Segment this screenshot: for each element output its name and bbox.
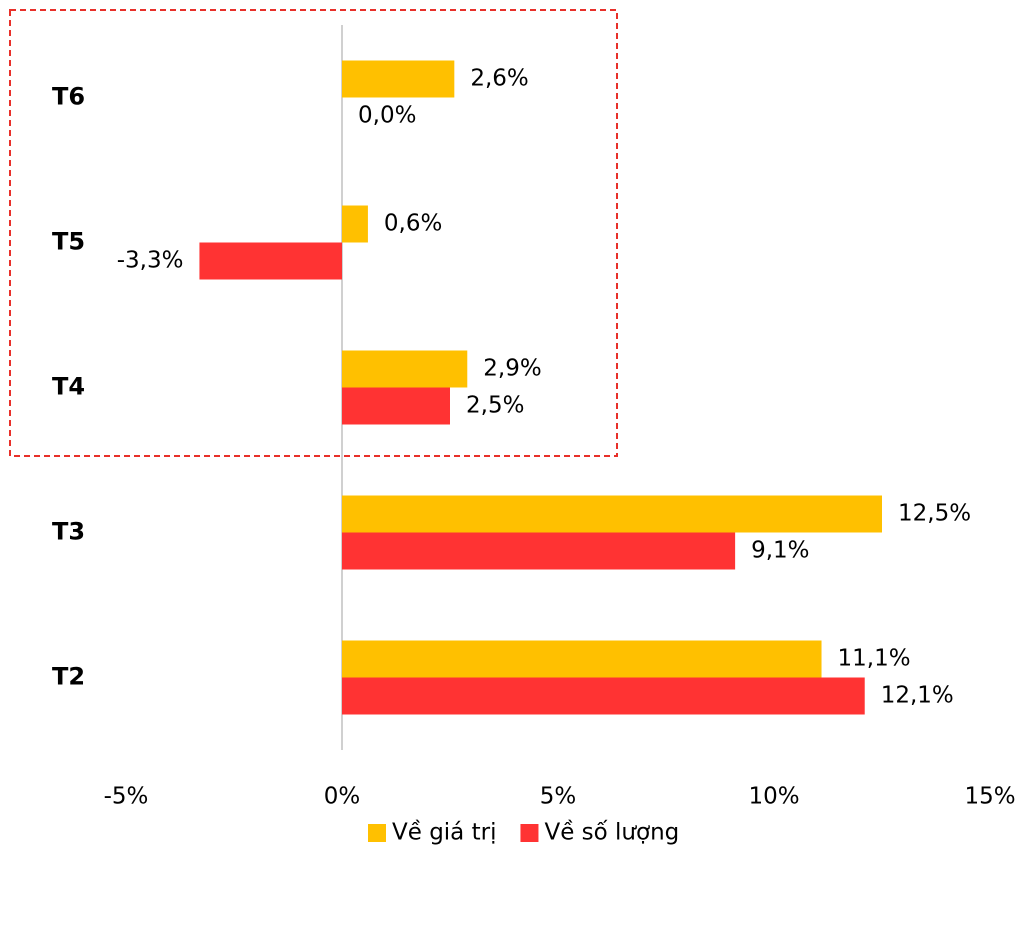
- x-tick-label: 0%: [324, 784, 361, 810]
- value-label: 2,5%: [466, 393, 524, 419]
- bar: [342, 387, 450, 425]
- value-label: 0,6%: [384, 211, 442, 237]
- bar: [342, 640, 822, 678]
- category-label: T2: [52, 663, 85, 691]
- highlight-box: [9, 9, 618, 457]
- bar: [342, 60, 455, 98]
- value-label: 0,0%: [358, 103, 416, 129]
- value-label: 9,1%: [751, 538, 809, 564]
- category-label: T5: [52, 228, 85, 256]
- value-label: -3,3%: [117, 248, 184, 274]
- legend-swatch: [368, 824, 386, 842]
- x-tick-label: 10%: [748, 784, 799, 810]
- bar: [342, 495, 882, 533]
- value-label: 12,5%: [898, 501, 971, 527]
- x-tick-label: 5%: [540, 784, 577, 810]
- x-tick-label: -5%: [104, 784, 149, 810]
- value-label: 2,6%: [470, 66, 528, 92]
- legend-label: Về giá trị: [392, 820, 496, 846]
- bar: [342, 532, 736, 570]
- bar: [342, 205, 368, 243]
- value-label: 2,9%: [483, 356, 541, 382]
- legend-swatch: [520, 824, 539, 842]
- bar: [342, 677, 865, 715]
- bar: [199, 242, 342, 280]
- category-label: T4: [52, 373, 85, 401]
- category-label: T3: [52, 518, 85, 546]
- x-tick-label: 15%: [964, 784, 1015, 810]
- value-label: 12,1%: [881, 683, 954, 709]
- category-label: T6: [52, 83, 85, 111]
- value-label: 11,1%: [838, 646, 911, 672]
- legend-label: Về số lượng: [544, 820, 679, 846]
- bar: [342, 350, 468, 388]
